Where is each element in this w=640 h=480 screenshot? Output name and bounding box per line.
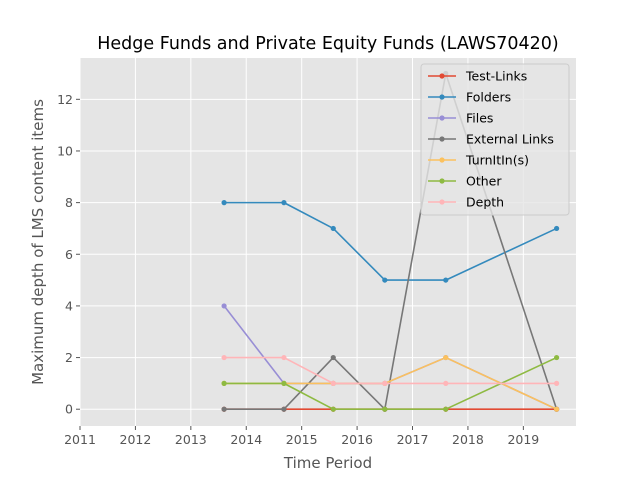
y-axis-title: Maximum depth of LMS content items xyxy=(29,99,47,385)
data-point xyxy=(281,380,287,386)
series-line xyxy=(224,201,557,281)
legend-item: Depth xyxy=(428,195,504,210)
x-tick-label: 2011 xyxy=(64,432,96,447)
series-depth xyxy=(221,354,560,386)
data-point xyxy=(443,354,449,361)
x-axis-title: Time Period xyxy=(283,454,372,472)
series-other xyxy=(221,354,560,412)
y-tick-label: 12 xyxy=(57,92,73,107)
legend-swatch-marker xyxy=(439,136,445,142)
x-tick-label: 2015 xyxy=(286,432,318,447)
data-point xyxy=(221,200,227,206)
data-point xyxy=(554,225,560,232)
x-tick-label: 2019 xyxy=(507,432,539,447)
legend-label: TurnItIn(s) xyxy=(465,153,529,168)
legend-label: Other xyxy=(466,174,502,189)
y-axis: 0 2 4 6 8 10 12 xyxy=(57,92,80,417)
data-point xyxy=(281,200,287,206)
y-tick-label: 10 xyxy=(57,143,73,158)
data-point xyxy=(382,277,388,283)
legend-swatch-marker xyxy=(439,178,445,184)
data-point xyxy=(330,406,336,412)
legend: Test-Links Folders Files External Links Turn… xyxy=(420,63,570,216)
legend-item: TurnItIn(s) xyxy=(428,153,529,168)
series-folders xyxy=(221,200,560,283)
x-tick-label: 2013 xyxy=(175,432,207,447)
data-point xyxy=(382,380,388,386)
legend-item: Files xyxy=(428,111,493,126)
data-point xyxy=(281,354,287,361)
legend-swatch-marker xyxy=(439,94,445,100)
x-tick-label: 2016 xyxy=(341,432,373,447)
series-line xyxy=(224,356,557,411)
y-tick-label: 8 xyxy=(65,195,73,210)
legend-label: Test-Links xyxy=(465,69,527,84)
chart-title: Hedge Funds and Private Equity Funds (LA… xyxy=(97,34,559,54)
x-tick-label: 2012 xyxy=(120,432,152,447)
data-point xyxy=(443,277,449,283)
data-point xyxy=(330,380,336,386)
legend-item: Test-Links xyxy=(428,69,527,84)
data-point xyxy=(554,380,560,386)
data-point xyxy=(221,303,227,309)
data-point xyxy=(221,380,227,386)
x-tick-label: 2014 xyxy=(230,432,262,447)
data-point xyxy=(330,225,336,232)
legend-label: Depth xyxy=(466,195,504,210)
y-tick-label: 6 xyxy=(65,247,73,262)
data-point xyxy=(443,380,449,386)
data-point xyxy=(382,406,388,412)
data-point xyxy=(554,354,560,361)
x-axis: 2011 2012 2013 2014 2015 2016 2017 2018 2019 xyxy=(64,426,539,447)
y-tick-label: 2 xyxy=(65,350,73,365)
y-tick-label: 0 xyxy=(65,402,73,417)
legend-item: Other xyxy=(428,174,502,189)
data-point xyxy=(281,406,287,412)
legend-label: Folders xyxy=(466,90,511,105)
legend-item: Folders xyxy=(428,90,511,105)
data-point xyxy=(330,354,336,361)
legend-swatch-marker xyxy=(439,115,445,121)
legend-box xyxy=(420,63,570,216)
legend-item: External Links xyxy=(428,132,554,147)
x-tick-label: 2017 xyxy=(397,432,429,447)
data-point xyxy=(443,406,449,412)
legend-label: External Links xyxy=(466,132,554,147)
legend-swatch-marker xyxy=(439,73,445,79)
y-tick-label: 4 xyxy=(65,298,73,313)
data-point xyxy=(221,354,227,361)
data-point xyxy=(221,406,227,412)
legend-swatch-marker xyxy=(439,199,445,205)
series-line xyxy=(224,356,557,385)
legend-swatch-marker xyxy=(439,157,445,163)
legend-label: Files xyxy=(466,111,493,126)
data-point xyxy=(554,406,560,412)
x-tick-label: 2018 xyxy=(452,432,484,447)
